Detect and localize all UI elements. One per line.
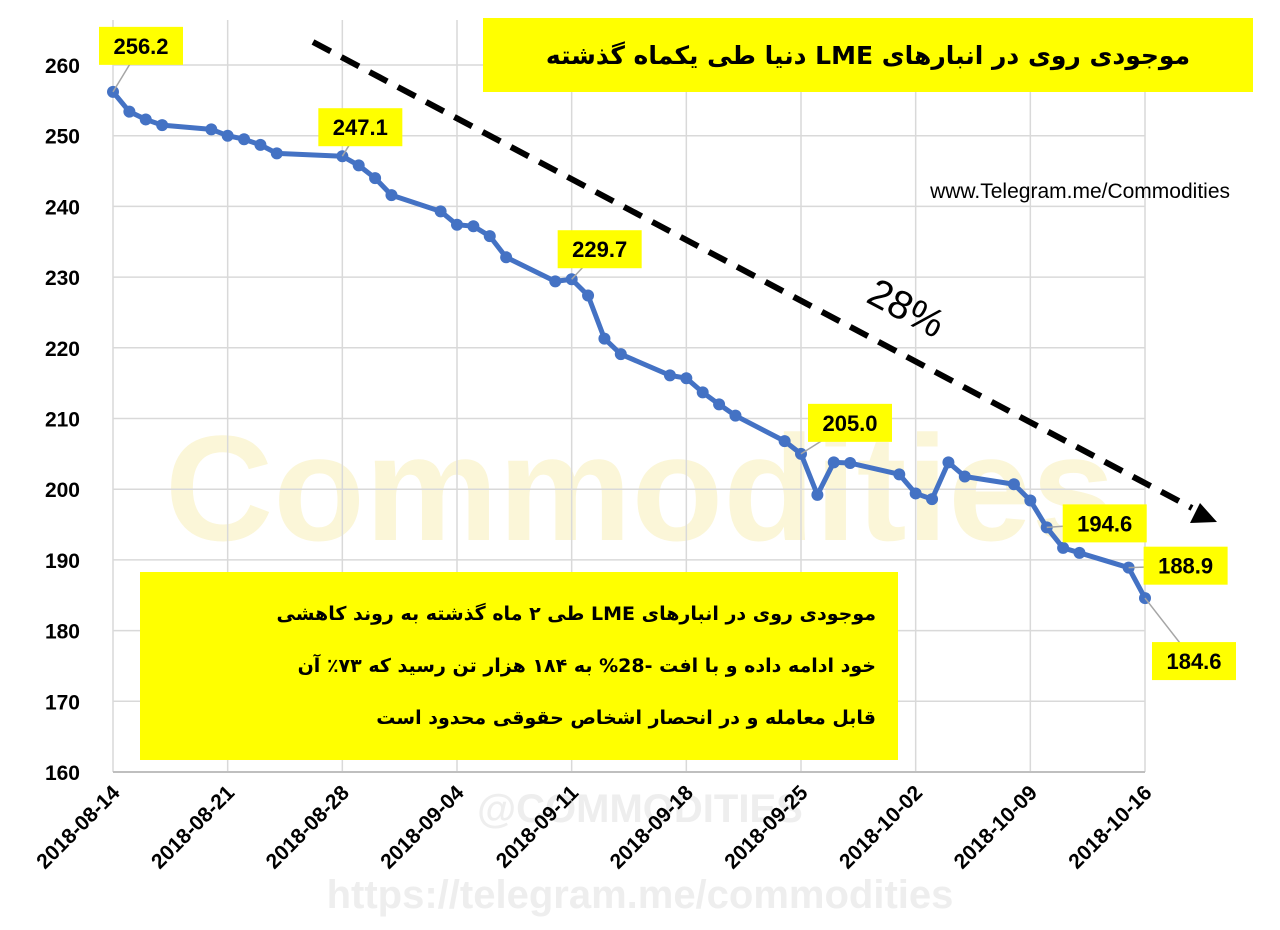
data-point bbox=[139, 113, 152, 126]
data-point bbox=[238, 133, 251, 146]
data-point bbox=[893, 468, 906, 481]
data-point bbox=[778, 435, 791, 448]
label-box bbox=[318, 108, 403, 147]
note-box: موجودی روی در انبارهای LME طی ۲ ماه گذشت… bbox=[140, 572, 898, 760]
y-tick-label: 250 bbox=[45, 126, 80, 149]
label-box bbox=[1152, 642, 1236, 681]
data-point bbox=[483, 230, 496, 243]
x-tick-label: 2018-10-02 bbox=[835, 781, 927, 873]
data-label: 205.0 bbox=[822, 411, 877, 436]
data-label: 194.6 bbox=[1077, 511, 1132, 536]
data-point bbox=[909, 487, 922, 500]
data-point bbox=[958, 470, 971, 483]
x-tick-label: 2018-10-16 bbox=[1064, 781, 1156, 873]
trend-arrowhead bbox=[1190, 503, 1217, 523]
note-line: خود ادامه داده و با افت -28% به ۱۸۴ هزار… bbox=[297, 655, 876, 677]
y-tick-label: 180 bbox=[45, 621, 80, 644]
data-point bbox=[1024, 494, 1037, 507]
data-point bbox=[827, 456, 840, 469]
label-box bbox=[557, 230, 642, 269]
data-point bbox=[352, 159, 365, 172]
data-point bbox=[385, 189, 398, 202]
data-point bbox=[663, 369, 676, 382]
label-box bbox=[1062, 504, 1147, 543]
data-point bbox=[926, 493, 939, 506]
y-tick-label: 200 bbox=[45, 479, 80, 502]
y-tick-label: 160 bbox=[45, 762, 80, 785]
x-tick-label: 2018-10-09 bbox=[950, 781, 1042, 873]
x-tick-label: 2018-09-04 bbox=[376, 781, 468, 873]
x-tick-label: 2018-08-28 bbox=[262, 781, 354, 873]
data-point bbox=[156, 119, 169, 132]
data-point bbox=[811, 488, 824, 501]
watermark: https://telegram.me/commodities bbox=[327, 873, 954, 917]
data-label: 247.1 bbox=[333, 115, 388, 140]
data-label: 188.9 bbox=[1158, 554, 1213, 579]
data-point bbox=[844, 457, 857, 470]
note-line: قابل معامله و در انحصار اشخاص حقوقی محدو… bbox=[376, 707, 876, 729]
y-tick-label: 260 bbox=[45, 55, 80, 78]
trend-arrow bbox=[311, 39, 1194, 511]
data-point bbox=[1073, 546, 1086, 559]
data-point bbox=[1057, 541, 1070, 554]
data-point bbox=[614, 348, 627, 361]
data-point bbox=[598, 332, 611, 345]
data-point bbox=[254, 138, 267, 151]
label-box bbox=[1143, 546, 1228, 585]
data-label: 256.2 bbox=[113, 34, 168, 59]
data-point bbox=[680, 372, 693, 385]
data-point bbox=[270, 147, 283, 160]
data-point bbox=[434, 205, 447, 218]
y-tick-label: 190 bbox=[45, 550, 80, 573]
data-label: 229.7 bbox=[572, 237, 627, 262]
label-box bbox=[99, 26, 183, 65]
y-tick-label: 230 bbox=[45, 267, 80, 290]
data-point bbox=[696, 386, 709, 399]
watermark: Commodities bbox=[165, 404, 1115, 572]
data-point bbox=[549, 275, 562, 288]
data-point bbox=[942, 456, 955, 469]
note-line: موجودی روی در انبارهای LME طی ۲ ماه گذشت… bbox=[276, 603, 876, 625]
watermark: @COMMODITIES bbox=[477, 787, 803, 831]
y-tick-label: 220 bbox=[45, 338, 80, 361]
x-tick-label: 2018-08-21 bbox=[147, 781, 239, 873]
chart-title: موجودی روی در انبارهای LME دنیا طی یکماه… bbox=[483, 18, 1253, 92]
data-point bbox=[205, 123, 218, 136]
data-point bbox=[123, 105, 136, 118]
data-point bbox=[467, 220, 480, 233]
label-box bbox=[808, 403, 892, 442]
y-tick-label: 210 bbox=[45, 409, 80, 432]
data-point bbox=[500, 251, 513, 264]
data-point bbox=[582, 289, 595, 302]
y-tick-label: 170 bbox=[45, 691, 80, 714]
trend-label: 28% bbox=[860, 270, 951, 346]
subtitle: www.Telegram.me/Commodities bbox=[929, 180, 1230, 203]
x-tick-label: 2018-08-14 bbox=[32, 781, 124, 873]
data-label: 184.6 bbox=[1166, 649, 1221, 674]
data-point bbox=[713, 398, 726, 411]
data-point bbox=[729, 409, 742, 422]
data-point bbox=[221, 129, 234, 142]
y-tick-label: 240 bbox=[45, 196, 80, 219]
data-point bbox=[1007, 478, 1020, 491]
marks: 256.2 247.1 229.7 205.0 194.6 188.9 184.6 bbox=[99, 26, 1236, 681]
data-point bbox=[369, 172, 382, 185]
data-point bbox=[451, 218, 463, 231]
